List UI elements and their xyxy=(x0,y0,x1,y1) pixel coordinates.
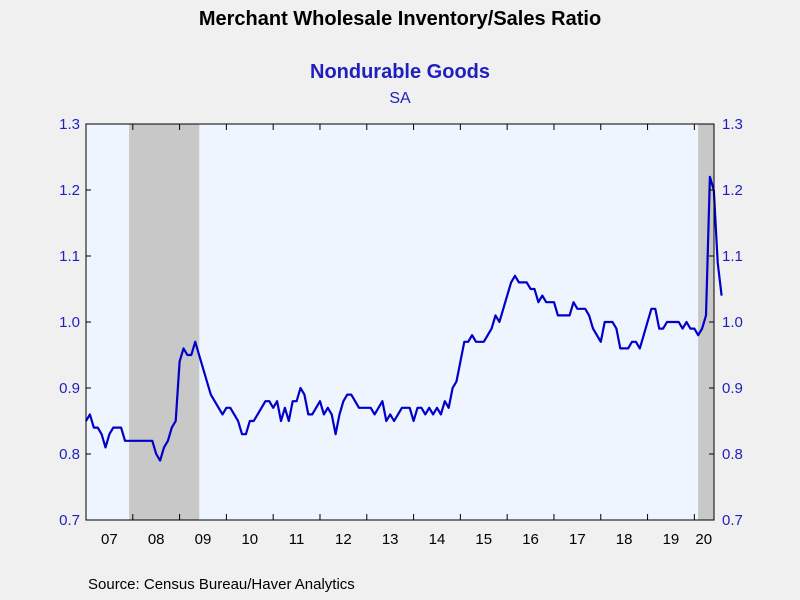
x-tick-label: 07 xyxy=(101,531,118,548)
series-layer xyxy=(85,175,723,462)
x-tick-label: 18 xyxy=(616,531,633,548)
seasonal-adjustment-label: SA xyxy=(389,90,411,107)
y-tick-label-right: 1.0 xyxy=(722,314,743,331)
source-note: Source: Census Bureau/Haver Analytics xyxy=(88,576,355,593)
y-tick-label-left: 1.3 xyxy=(59,116,80,133)
x-tick-label: 20 xyxy=(695,531,712,548)
recession-bands xyxy=(129,124,714,520)
x-tick-label: 15 xyxy=(475,531,492,548)
y-tick-label-right: 1.2 xyxy=(722,182,743,199)
y-tick-label-left: 0.8 xyxy=(59,446,80,463)
series-line-1 xyxy=(85,175,723,462)
axis-ticks xyxy=(85,123,714,521)
x-tick-label: 08 xyxy=(148,531,165,548)
recession-band-1 xyxy=(129,124,200,520)
y-tick-label-right: 0.8 xyxy=(722,446,743,463)
y-tick-label-left: 0.7 xyxy=(59,512,80,529)
x-tick-label: 16 xyxy=(522,531,539,548)
axis-labels: 0.7 0.7 0.8 0.8 0.9 0.9 1.0 1.0 1.1 1.1 1.2 1.2 1.3 1… xyxy=(59,116,743,548)
y-tick-label-left: 0.9 xyxy=(59,380,80,397)
recession-band-2 xyxy=(698,124,714,520)
y-tick-label-left: 1.2 xyxy=(59,182,80,199)
x-tick-label: 10 xyxy=(241,531,258,548)
x-tick-label: 19 xyxy=(663,531,680,548)
x-tick-label: 14 xyxy=(429,531,446,548)
y-tick-label-right: 0.9 xyxy=(722,380,743,397)
y-tick-label-right: 1.3 xyxy=(722,116,743,133)
x-tick-label: 12 xyxy=(335,531,352,548)
chart-title: Merchant Wholesale Inventory/Sales Ratio xyxy=(198,8,602,30)
x-tick-label: 11 xyxy=(289,531,305,548)
x-tick-label: 13 xyxy=(382,531,399,548)
y-tick-label-right: 0.7 xyxy=(722,512,743,529)
chart-subtitle: Nondurable Goods xyxy=(310,61,490,83)
y-tick-label-right: 1.1 xyxy=(722,248,743,265)
y-tick-label-left: 1.0 xyxy=(59,314,80,331)
x-tick-label: 09 xyxy=(195,531,212,548)
y-tick-label-left: 1.1 xyxy=(59,248,80,265)
x-tick-label: 17 xyxy=(569,531,586,548)
